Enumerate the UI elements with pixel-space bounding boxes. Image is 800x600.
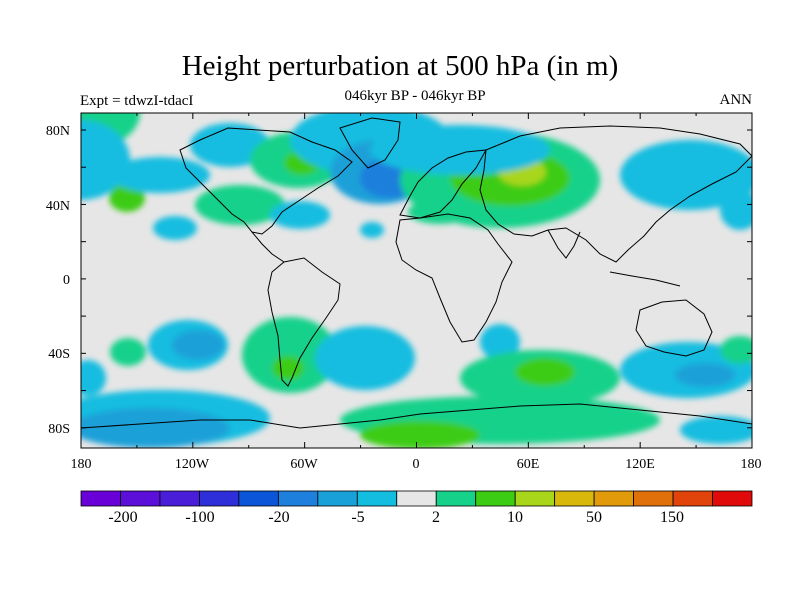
contour-region — [515, 358, 575, 386]
experiment-label: Expt = tdwzI-tdacI — [80, 93, 194, 109]
colorbar-swatch — [80, 490, 121, 507]
contour-region — [110, 338, 146, 366]
x-tick-label: 120E — [625, 457, 655, 472]
coastlines — [81, 117, 752, 429]
contour-region — [270, 201, 330, 229]
colorbar-swatch — [199, 490, 240, 507]
contour-region — [360, 222, 384, 238]
colorbar-swatch — [593, 490, 634, 507]
contour-region — [620, 140, 752, 210]
x-tick-label: 60W — [290, 457, 318, 472]
contour-region — [720, 190, 752, 230]
colorbar-swatch — [712, 490, 753, 507]
y-tick-label: 40N — [45, 199, 70, 214]
contour-region — [81, 360, 106, 396]
contour-region — [370, 125, 550, 175]
colorbar-swatch — [633, 490, 674, 507]
colorbar-swatch — [475, 490, 516, 507]
contour-region — [315, 326, 415, 390]
contour-region — [110, 157, 210, 193]
colorbar-label: -100 — [185, 509, 215, 526]
x-tick-label: 0 — [412, 457, 420, 472]
contour-region — [81, 408, 230, 448]
contour-region — [109, 184, 145, 212]
x-tick-label: 60E — [516, 457, 540, 472]
contour-region — [195, 185, 285, 225]
colorbar-label: -20 — [268, 509, 290, 526]
season-label: ANN — [719, 92, 753, 108]
colorbar-swatch — [356, 490, 398, 507]
contour-field — [81, 113, 752, 448]
contour-region — [480, 324, 520, 360]
y-tick-label: 40S — [48, 347, 70, 362]
colorbar-label: 50 — [586, 509, 602, 526]
y-tick-label: 80N — [45, 124, 70, 139]
axis-ticks — [80, 113, 753, 448]
colorbar-swatch — [159, 490, 200, 507]
colorbar-label: 150 — [660, 509, 684, 526]
colorbar-label: 2 — [432, 509, 440, 526]
colorbar-swatch — [238, 490, 279, 507]
colorbar-swatch — [120, 490, 161, 507]
colorbar — [80, 490, 753, 507]
y-tick-label: 0 — [63, 273, 70, 288]
colorbar-swatch — [672, 490, 713, 507]
colorbar-swatch — [554, 490, 595, 507]
x-tick-label: 120W — [174, 457, 210, 472]
chart-title: Height perturbation at 500 hPa (in m) — [181, 50, 619, 82]
contour-region — [675, 363, 735, 387]
contour-region — [190, 123, 270, 167]
colorbar-swatch — [317, 490, 358, 507]
contour-region — [153, 216, 197, 240]
contour-region — [172, 330, 224, 360]
x-tick-label: 180 — [70, 457, 92, 472]
contour-region — [720, 336, 752, 364]
chart-subtitle: 046kyr BP - 046kyr BP — [344, 88, 486, 104]
colorbar-swatch — [514, 490, 556, 507]
colorbar-label: 10 — [507, 509, 523, 526]
contour-region — [360, 421, 480, 448]
contour-region — [680, 416, 752, 444]
colorbar-swatch — [277, 490, 319, 507]
colorbar-swatch — [435, 490, 477, 507]
x-tick-label: 180 — [740, 457, 762, 472]
colorbar-label: -200 — [108, 509, 138, 526]
y-tick-label: 80S — [48, 422, 70, 437]
colorbar-label: -5 — [351, 509, 365, 526]
colorbar-swatch — [396, 490, 437, 507]
